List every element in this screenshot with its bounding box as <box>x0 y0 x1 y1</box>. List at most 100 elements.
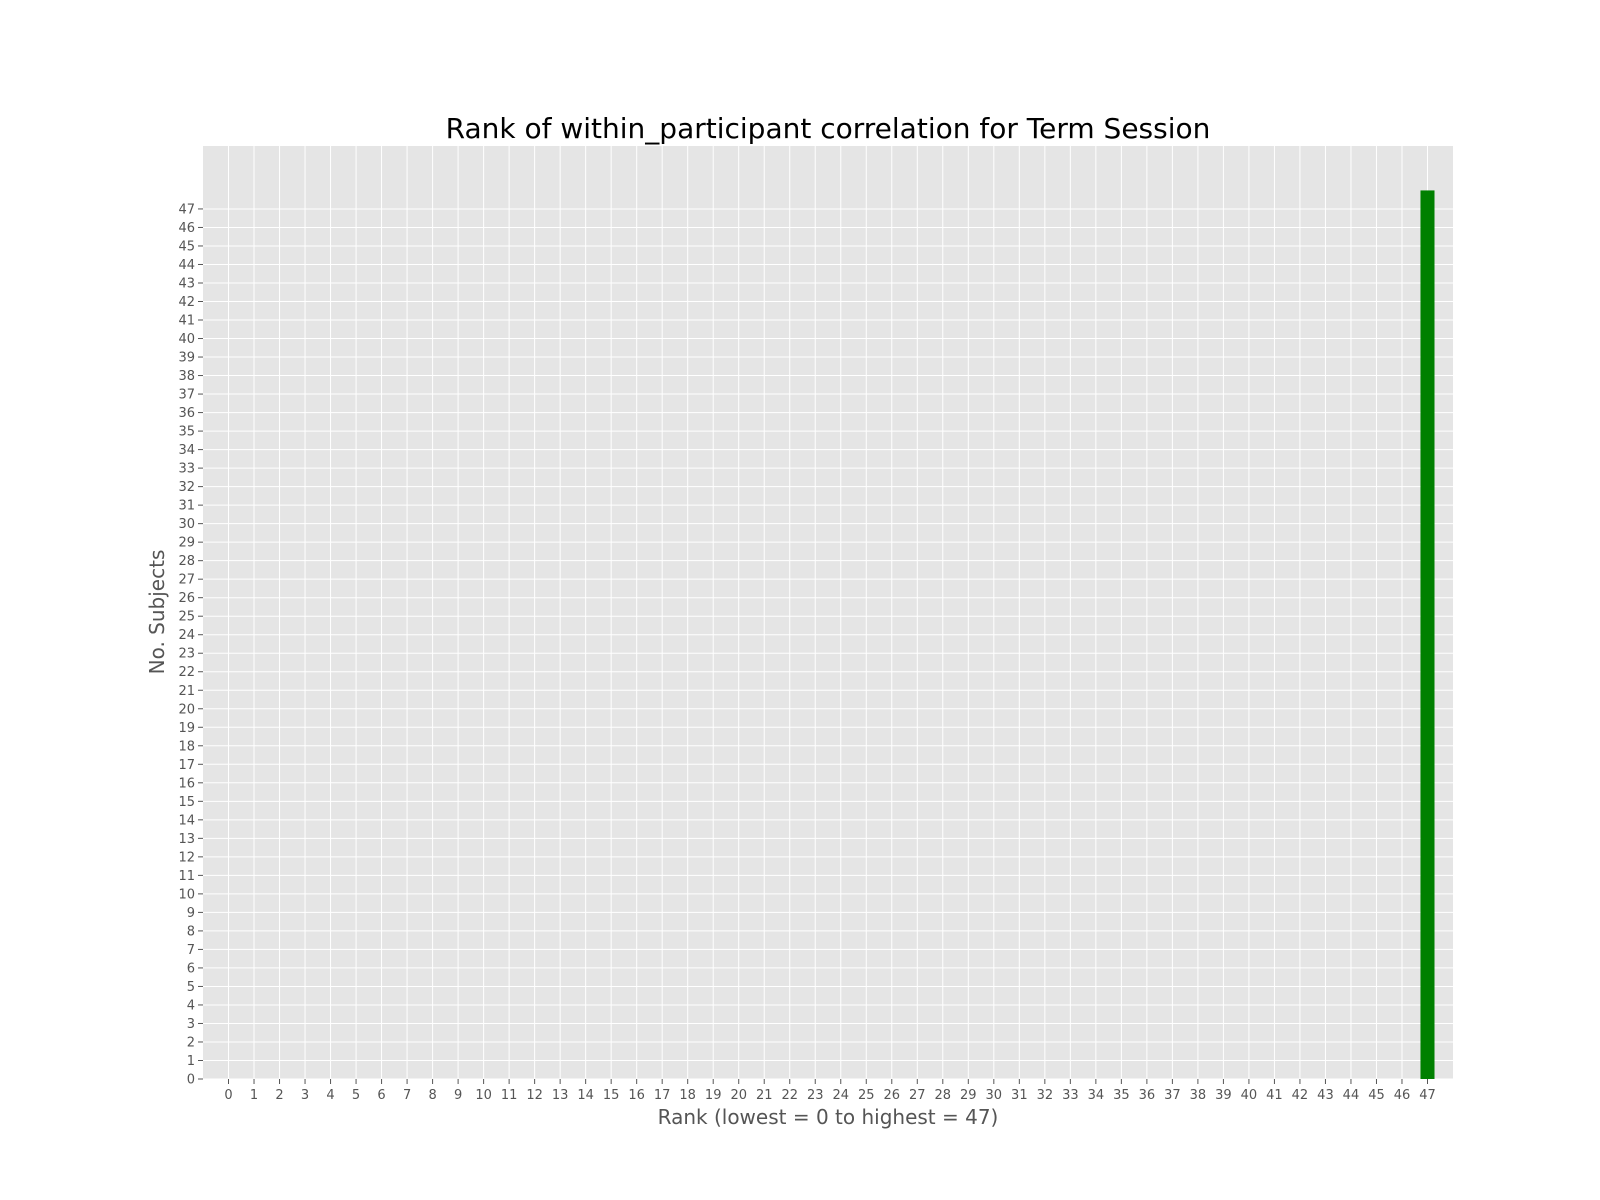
x-tick-label: 15 <box>603 1088 620 1103</box>
x-tick-label: 13 <box>552 1088 569 1103</box>
x-tick-label: 2 <box>275 1088 283 1103</box>
x-tick-label: 37 <box>1164 1088 1181 1103</box>
y-tick-label: 18 <box>178 739 195 754</box>
x-tick-label: 18 <box>679 1088 696 1103</box>
bars <box>1420 190 1435 1079</box>
x-tick-label: 26 <box>884 1088 901 1103</box>
y-tick-label: 30 <box>178 517 195 532</box>
y-tick-label: 42 <box>178 295 195 310</box>
y-axis-ticks: 0123456789101112131415161718192021222324… <box>178 202 203 1088</box>
y-tick-label: 27 <box>178 573 195 588</box>
x-tick-label: 45 <box>1368 1088 1385 1103</box>
y-tick-label: 3 <box>187 1017 195 1032</box>
y-tick-label: 31 <box>178 499 195 514</box>
x-tick-label: 17 <box>654 1088 671 1103</box>
x-tick-label: 5 <box>352 1088 360 1103</box>
y-tick-label: 26 <box>178 591 195 606</box>
x-tick-label: 16 <box>628 1088 645 1103</box>
x-axis-ticks: 0 1 2 3 4 5 6 7 8 9 10 11 12 13 14 15 16 17 18 19 20 21 22 23 24… <box>224 1079 1436 1103</box>
y-tick-label: 38 <box>178 369 195 384</box>
plot-area <box>203 146 1453 1079</box>
x-tick-label: 9 <box>454 1088 462 1103</box>
x-tick-label: 21 <box>756 1088 773 1103</box>
x-tick-label: 35 <box>1113 1088 1130 1103</box>
x-tick-label: 46 <box>1394 1088 1411 1103</box>
y-tick-label: 24 <box>178 628 195 643</box>
y-tick-label: 16 <box>178 776 195 791</box>
x-tick-label: 12 <box>526 1088 543 1103</box>
x-tick-label: 11 <box>501 1088 518 1103</box>
y-tick-label: 21 <box>178 684 195 699</box>
x-tick-label: 1 <box>250 1088 258 1103</box>
x-tick-label: 4 <box>326 1088 334 1103</box>
y-tick-label: 7 <box>187 943 195 958</box>
chart-title: Rank of within_participant correlation f… <box>446 112 1211 145</box>
x-tick-label: 39 <box>1215 1088 1232 1103</box>
y-tick-label: 2 <box>187 1035 195 1050</box>
y-tick-label: 46 <box>178 221 195 236</box>
y-tick-label: 40 <box>178 332 195 347</box>
x-tick-label: 38 <box>1190 1088 1207 1103</box>
y-tick-label: 43 <box>178 276 195 291</box>
x-tick-label: 14 <box>577 1088 594 1103</box>
y-tick-label: 5 <box>187 980 195 995</box>
x-tick-label: 10 <box>475 1088 492 1103</box>
y-tick-label: 28 <box>178 554 195 569</box>
y-tick-label: 35 <box>178 425 195 440</box>
y-tick-label: 34 <box>178 443 195 458</box>
y-tick-label: 6 <box>187 961 195 976</box>
x-tick-label: 3 <box>301 1088 309 1103</box>
y-tick-label: 45 <box>178 239 195 254</box>
y-tick-label: 10 <box>178 887 195 902</box>
x-tick-label: 29 <box>960 1088 977 1103</box>
x-tick-label: 33 <box>1062 1088 1079 1103</box>
y-tick-label: 47 <box>178 202 195 217</box>
y-tick-label: 39 <box>178 351 195 366</box>
bar-rank-47 <box>1420 190 1435 1079</box>
x-tick-label: 36 <box>1139 1088 1156 1103</box>
y-tick-label: 29 <box>178 536 195 551</box>
x-tick-label: 31 <box>1011 1088 1028 1103</box>
x-tick-label: 24 <box>832 1088 849 1103</box>
y-tick-label: 37 <box>178 388 195 403</box>
y-tick-label: 0 <box>187 1073 195 1088</box>
x-tick-label: 34 <box>1088 1088 1105 1103</box>
x-tick-label: 0 <box>224 1088 232 1103</box>
y-tick-label: 8 <box>187 924 195 939</box>
x-tick-label: 20 <box>730 1088 747 1103</box>
x-tick-label: 47 <box>1419 1088 1436 1103</box>
x-tick-label: 30 <box>986 1088 1003 1103</box>
x-tick-label: 8 <box>428 1088 436 1103</box>
y-axis-label: No. Subjects <box>145 550 169 675</box>
x-tick-label: 23 <box>807 1088 824 1103</box>
y-tick-label: 13 <box>178 832 195 847</box>
x-tick-label: 6 <box>377 1088 385 1103</box>
x-tick-label: 44 <box>1343 1088 1360 1103</box>
x-tick-label: 42 <box>1292 1088 1309 1103</box>
y-tick-label: 41 <box>178 314 195 329</box>
y-tick-label: 33 <box>178 462 195 477</box>
y-tick-label: 9 <box>187 906 195 921</box>
x-tick-label: 41 <box>1266 1088 1283 1103</box>
y-tick-label: 44 <box>178 258 195 273</box>
x-axis-label: Rank (lowest = 0 to highest = 47) <box>658 1105 999 1129</box>
x-tick-label: 28 <box>935 1088 952 1103</box>
y-tick-label: 14 <box>178 813 195 828</box>
y-tick-label: 22 <box>178 665 195 680</box>
y-tick-label: 12 <box>178 850 195 865</box>
y-tick-label: 17 <box>178 758 195 773</box>
grid-lines <box>203 146 1453 1080</box>
x-tick-label: 19 <box>705 1088 722 1103</box>
x-tick-label: 32 <box>1037 1088 1054 1103</box>
y-tick-label: 15 <box>178 795 195 810</box>
x-tick-label: 22 <box>781 1088 798 1103</box>
y-tick-label: 32 <box>178 480 195 495</box>
y-tick-label: 25 <box>178 610 195 625</box>
x-tick-label: 40 <box>1241 1088 1258 1103</box>
x-tick-label: 43 <box>1317 1088 1334 1103</box>
y-tick-label: 23 <box>178 647 195 662</box>
y-tick-label: 19 <box>178 721 195 736</box>
x-tick-label: 27 <box>909 1088 926 1103</box>
y-tick-label: 4 <box>187 998 195 1013</box>
